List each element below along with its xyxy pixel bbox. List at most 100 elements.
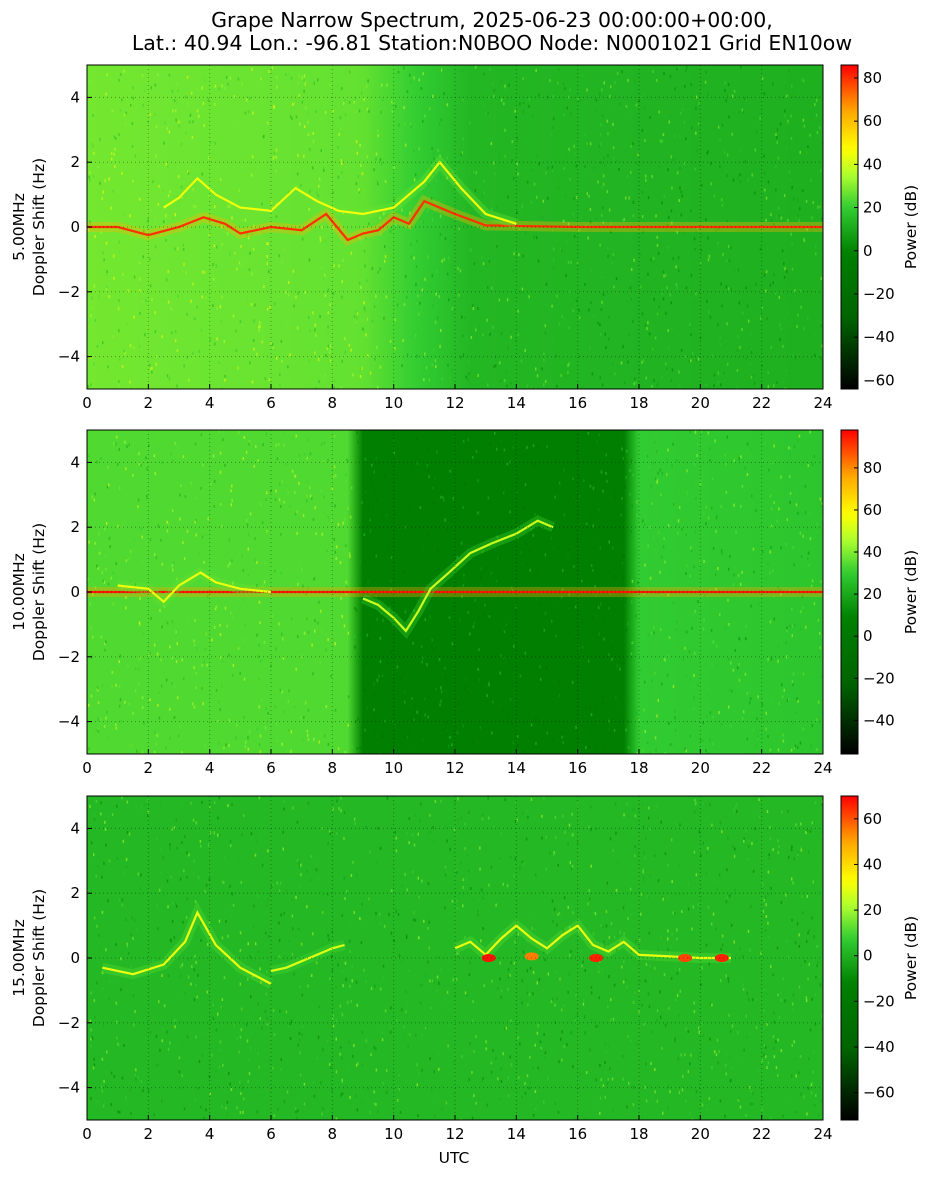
y-tick-label: 4 bbox=[70, 819, 80, 837]
x-tick-label: 16 bbox=[568, 1125, 587, 1143]
y-tick-label: −4 bbox=[58, 713, 80, 731]
colorbar-tick-label: 0 bbox=[863, 627, 873, 645]
doppler-trace bbox=[163, 160, 517, 225]
doppler-trace bbox=[270, 943, 345, 973]
doppler-trace bbox=[362, 519, 554, 633]
x-tick-label: 2 bbox=[144, 759, 154, 777]
colorbar-tick-label: 40 bbox=[863, 155, 882, 173]
x-tick-label: 24 bbox=[813, 394, 832, 412]
hotspot bbox=[524, 952, 539, 961]
x-tick-label: 16 bbox=[568, 759, 587, 777]
y-tick-label: −4 bbox=[58, 348, 80, 366]
colorbar-tick-label: 60 bbox=[863, 810, 882, 828]
colorbar bbox=[840, 429, 859, 755]
colorbar-label: Power (dB) bbox=[902, 185, 920, 269]
x-axis-label: UTC bbox=[439, 1149, 470, 1167]
x-tick-label: 14 bbox=[507, 1125, 526, 1143]
colorbar-tick-label: 60 bbox=[863, 501, 882, 519]
x-tick-label: 12 bbox=[445, 1125, 464, 1143]
y-tick-label: 2 bbox=[70, 884, 80, 902]
chart-title-line1: Grape Narrow Spectrum, 2025-06-23 00:00:… bbox=[211, 8, 773, 32]
hotspot bbox=[678, 954, 692, 962]
x-tick-label: 10 bbox=[384, 394, 403, 412]
y-tick-label: 0 bbox=[70, 949, 80, 967]
x-tick-label: 6 bbox=[266, 1125, 276, 1143]
x-tick-label: 0 bbox=[82, 1125, 92, 1143]
x-tick-label: 8 bbox=[328, 759, 338, 777]
y-axis-frequency-label: 5.00MHz bbox=[10, 193, 28, 261]
x-tick-label: 4 bbox=[205, 759, 215, 777]
y-tick-label: 2 bbox=[70, 153, 80, 171]
y-tick-label: −2 bbox=[58, 648, 80, 666]
colorbar-tick-label: 20 bbox=[863, 901, 882, 919]
colorbar-label: Power (dB) bbox=[902, 916, 920, 1000]
x-tick-label: 22 bbox=[752, 759, 771, 777]
colorbar-tick-label: −20 bbox=[863, 669, 895, 687]
x-tick-label: 12 bbox=[445, 394, 464, 412]
chart-title-line2: Lat.: 40.94 Lon.: -96.81 Station:N0BOO N… bbox=[132, 31, 852, 55]
x-tick-label: 8 bbox=[328, 394, 338, 412]
x-tick-label: 4 bbox=[205, 1125, 215, 1143]
colorbar-tick-label: −60 bbox=[863, 371, 895, 389]
x-tick-label: 6 bbox=[266, 759, 276, 777]
noise-texture bbox=[87, 430, 823, 754]
hotspot bbox=[589, 954, 604, 962]
x-tick-label: 2 bbox=[144, 1125, 154, 1143]
x-tick-label: 14 bbox=[507, 394, 526, 412]
y-axis-label: Doppler Shift (Hz) bbox=[30, 889, 48, 1027]
colorbar-tick-label: 40 bbox=[863, 543, 882, 561]
x-tick-label: 10 bbox=[384, 759, 403, 777]
x-tick-label: 0 bbox=[82, 759, 92, 777]
y-axis-frequency-label: 15.00MHz bbox=[10, 919, 28, 997]
colorbar-tick-label: 40 bbox=[863, 855, 882, 873]
x-tick-label: 8 bbox=[328, 1125, 338, 1143]
x-tick-label: 0 bbox=[82, 394, 92, 412]
colorbar-tick-label: −20 bbox=[863, 285, 895, 303]
x-tick-label: 24 bbox=[813, 1125, 832, 1143]
x-tick-label: 14 bbox=[507, 759, 526, 777]
grid bbox=[87, 430, 823, 754]
colorbar bbox=[840, 795, 859, 1121]
colorbar-tick-label: −20 bbox=[863, 992, 895, 1010]
grid bbox=[87, 796, 823, 1120]
colorbar-tick-label: −40 bbox=[863, 1038, 895, 1056]
x-tick-label: 6 bbox=[266, 394, 276, 412]
y-tick-label: 0 bbox=[70, 583, 80, 601]
colorbar-tick-label: 20 bbox=[863, 585, 882, 603]
x-tick-label: 20 bbox=[691, 1125, 710, 1143]
x-tick-label: 20 bbox=[691, 394, 710, 412]
colorbar-tick-label: 80 bbox=[863, 69, 882, 87]
y-tick-label: −2 bbox=[58, 283, 80, 301]
y-axis-frequency-label: 10.00MHz bbox=[10, 553, 28, 631]
x-tick-label: 18 bbox=[629, 394, 648, 412]
colorbar-tick-label: 0 bbox=[863, 947, 873, 965]
colorbar-tick-label: 80 bbox=[863, 459, 882, 477]
y-tick-label: 4 bbox=[70, 88, 80, 106]
hotspot bbox=[481, 954, 496, 962]
x-tick-label: 16 bbox=[568, 394, 587, 412]
x-tick-label: 2 bbox=[144, 394, 154, 412]
y-tick-label: −2 bbox=[58, 1014, 80, 1032]
colorbar-label: Power (dB) bbox=[902, 550, 920, 634]
colorbar-tick-label: −60 bbox=[863, 1084, 895, 1102]
y-tick-label: 0 bbox=[70, 218, 80, 236]
x-tick-label: 12 bbox=[445, 759, 464, 777]
colorbar-tick-label: −40 bbox=[863, 711, 895, 729]
y-tick-label: 2 bbox=[70, 518, 80, 536]
x-tick-label: 18 bbox=[629, 759, 648, 777]
doppler-trace bbox=[87, 199, 823, 242]
colorbar bbox=[840, 64, 859, 390]
x-tick-label: 10 bbox=[384, 1125, 403, 1143]
doppler-trace bbox=[454, 924, 731, 960]
x-tick-label: 20 bbox=[691, 759, 710, 777]
doppler-trace bbox=[102, 910, 272, 985]
y-tick-label: −4 bbox=[58, 1079, 80, 1097]
colorbar-tick-label: 0 bbox=[863, 242, 873, 260]
x-tick-label: 22 bbox=[752, 394, 771, 412]
x-tick-label: 22 bbox=[752, 1125, 771, 1143]
x-tick-label: 24 bbox=[813, 759, 832, 777]
colorbar-tick-label: 60 bbox=[863, 112, 882, 130]
